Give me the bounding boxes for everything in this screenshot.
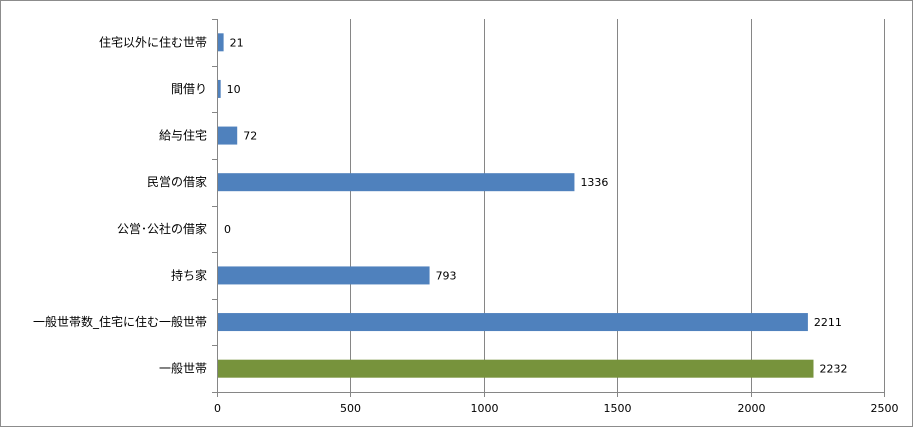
x-tick-label: 0 [214, 402, 221, 415]
data-label: 1336 [580, 176, 608, 189]
bar [218, 33, 224, 52]
x-tick-label: 500 [340, 402, 361, 415]
tick-labels: 0 500 1000 1500 2000 2500 [214, 402, 899, 415]
data-label: 10 [227, 83, 241, 96]
data-label: 2211 [814, 316, 842, 329]
category-label: 住宅以外に住む世帯 [99, 34, 207, 49]
x-tick-label: 1500 [604, 402, 632, 415]
data-label: 72 [243, 130, 257, 143]
data-label: 21 [230, 36, 244, 49]
x-tick-label: 2500 [871, 402, 899, 415]
data-label: 793 [436, 269, 457, 282]
axes [212, 19, 885, 397]
data-label: 0 [224, 223, 231, 236]
category-label: 一般世帯 [159, 361, 207, 376]
bar [218, 313, 808, 332]
category-label: 給与住宅 [159, 128, 207, 143]
data-label: 2232 [819, 363, 847, 376]
bar [218, 359, 814, 378]
x-tick-label: 1000 [471, 402, 499, 415]
category-label: 民営の借家 [147, 174, 207, 189]
bar [218, 266, 430, 285]
gridlines [350, 19, 885, 392]
bars [218, 33, 814, 378]
category-label: 持ち家 [171, 267, 207, 282]
category-label: 公営･公社の借家 [117, 221, 207, 236]
bar [218, 173, 575, 192]
category-label: 間借り [171, 82, 207, 96]
bar [218, 79, 221, 98]
category-labels: 住宅以外に住む世帯間借り給与住宅民営の借家公営･公社の借家持ち家一般世帯数_住宅… [33, 34, 207, 375]
data-labels: 21 10 72 1336 0 793 2211 2232 [224, 36, 847, 375]
category-label: 一般世帯数_住宅に住む一般世帯 [33, 314, 207, 329]
x-tick-label: 2000 [738, 402, 766, 415]
bar [218, 126, 238, 145]
